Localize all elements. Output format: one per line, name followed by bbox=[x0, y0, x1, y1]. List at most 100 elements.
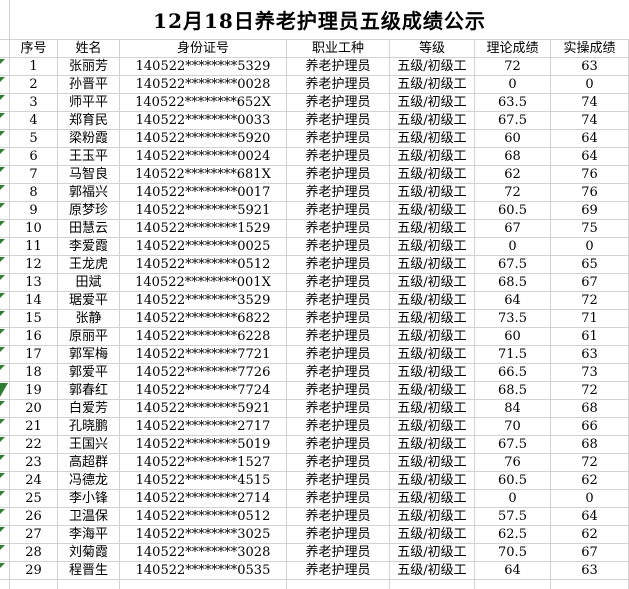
cell-practical-score[interactable]: 64 bbox=[551, 148, 629, 166]
cell-theory-score[interactable]: 62 bbox=[475, 166, 551, 184]
cell-index[interactable]: 28 bbox=[10, 544, 58, 562]
cell-name[interactable]: 王国兴 bbox=[58, 436, 120, 454]
cell-occupation[interactable]: 养老护理员 bbox=[287, 310, 390, 328]
row-marker-cell[interactable] bbox=[0, 238, 10, 256]
cell-theory-score[interactable]: 73.5 bbox=[475, 310, 551, 328]
cell-id-number[interactable]: 140522********652X bbox=[120, 94, 287, 112]
row-marker-cell[interactable] bbox=[0, 58, 10, 76]
cell-practical-score[interactable]: 0 bbox=[551, 490, 629, 508]
cell-id-number[interactable]: 140522********5329 bbox=[120, 58, 287, 76]
cell-index[interactable]: 1 bbox=[10, 58, 58, 76]
cell-id-number[interactable]: 140522********7726 bbox=[120, 364, 287, 382]
cell-name[interactable]: 孔晓鹏 bbox=[58, 418, 120, 436]
cell-name[interactable]: 白爱芳 bbox=[58, 400, 120, 418]
cell-name[interactable]: 郭爱平 bbox=[58, 364, 120, 382]
cell-name[interactable]: 田斌 bbox=[58, 274, 120, 292]
cell-practical-score[interactable]: 63 bbox=[551, 346, 629, 364]
cell-occupation[interactable]: 养老护理员 bbox=[287, 562, 390, 580]
cell-theory-score[interactable]: 60 bbox=[475, 328, 551, 346]
cell-theory-score[interactable]: 60.5 bbox=[475, 472, 551, 490]
cell-id-number[interactable]: 140522********1529 bbox=[120, 220, 287, 238]
cell-index[interactable]: 23 bbox=[10, 454, 58, 472]
row-marker-cell[interactable] bbox=[0, 220, 10, 238]
cell-name[interactable]: 张丽芳 bbox=[58, 58, 120, 76]
cell-id-number[interactable]: 140522********5921 bbox=[120, 400, 287, 418]
cell-level[interactable]: 五级/初级工 bbox=[390, 364, 475, 382]
cell-level[interactable]: 五级/初级工 bbox=[390, 94, 475, 112]
cell-theory-score[interactable]: 68.5 bbox=[475, 274, 551, 292]
cell-name[interactable]: 郭福兴 bbox=[58, 184, 120, 202]
cell-id-number[interactable]: 140522********3025 bbox=[120, 526, 287, 544]
cell-occupation[interactable]: 养老护理员 bbox=[287, 130, 390, 148]
row-marker-cell[interactable] bbox=[0, 418, 10, 436]
col-header-occupation[interactable]: 职业工种 bbox=[287, 40, 390, 58]
cell-index[interactable]: 15 bbox=[10, 310, 58, 328]
cell-occupation[interactable]: 养老护理员 bbox=[287, 490, 390, 508]
cell-level[interactable]: 五级/初级工 bbox=[390, 544, 475, 562]
cell-theory-score[interactable]: 64 bbox=[475, 292, 551, 310]
row-marker-cell[interactable] bbox=[0, 256, 10, 274]
cell-theory-score[interactable]: 60 bbox=[475, 130, 551, 148]
cell-level[interactable]: 五级/初级工 bbox=[390, 256, 475, 274]
cell-occupation[interactable]: 养老护理员 bbox=[287, 76, 390, 94]
cell-occupation[interactable]: 养老护理员 bbox=[287, 256, 390, 274]
cell-name[interactable]: 马智良 bbox=[58, 166, 120, 184]
cell-name[interactable]: 冯德龙 bbox=[58, 472, 120, 490]
cell-name[interactable]: 刘菊霞 bbox=[58, 544, 120, 562]
cell-id-number[interactable]: 140522********7724 bbox=[120, 382, 287, 400]
cell-occupation[interactable]: 养老护理员 bbox=[287, 400, 390, 418]
cell-level[interactable]: 五级/初级工 bbox=[390, 202, 475, 220]
row-marker-cell[interactable] bbox=[0, 436, 10, 454]
cell-level[interactable]: 五级/初级工 bbox=[390, 274, 475, 292]
cell-index[interactable]: 25 bbox=[10, 490, 58, 508]
cell-id-number[interactable]: 140522********2717 bbox=[120, 418, 287, 436]
cell-level[interactable]: 五级/初级工 bbox=[390, 76, 475, 94]
cell-practical-score[interactable]: 76 bbox=[551, 184, 629, 202]
cell-practical-score[interactable]: 67 bbox=[551, 544, 629, 562]
cell-id-number[interactable]: 140522********0025 bbox=[120, 238, 287, 256]
cell-id-number[interactable]: 140522********001X bbox=[120, 274, 287, 292]
cell-theory-score[interactable]: 63.5 bbox=[475, 94, 551, 112]
cell-index[interactable]: 7 bbox=[10, 166, 58, 184]
col-header-theory-score[interactable]: 理论成绩 bbox=[475, 40, 551, 58]
row-marker-cell[interactable] bbox=[0, 526, 10, 544]
cell-name[interactable]: 郭春红 bbox=[58, 382, 120, 400]
cell-id-number[interactable]: 140522********6822 bbox=[120, 310, 287, 328]
cell-theory-score[interactable]: 70 bbox=[475, 418, 551, 436]
cell-level[interactable]: 五级/初级工 bbox=[390, 562, 475, 580]
cell-id-number[interactable]: 140522********681X bbox=[120, 166, 287, 184]
cell-theory-score[interactable]: 67.5 bbox=[475, 112, 551, 130]
cell-occupation[interactable]: 养老护理员 bbox=[287, 328, 390, 346]
row-marker-cell[interactable] bbox=[0, 346, 10, 364]
cell-practical-score[interactable]: 63 bbox=[551, 562, 629, 580]
row-marker-cell[interactable] bbox=[0, 562, 10, 580]
row-marker-cell[interactable] bbox=[0, 184, 10, 202]
cell-practical-score[interactable]: 76 bbox=[551, 166, 629, 184]
cell-occupation[interactable]: 养老护理员 bbox=[287, 508, 390, 526]
cell-theory-score[interactable]: 0 bbox=[475, 76, 551, 94]
cell-practical-score[interactable]: 74 bbox=[551, 94, 629, 112]
cell-practical-score[interactable]: 62 bbox=[551, 526, 629, 544]
row-marker-cell[interactable] bbox=[0, 400, 10, 418]
cell-practical-score[interactable]: 74 bbox=[551, 112, 629, 130]
cell-theory-score[interactable]: 68 bbox=[475, 148, 551, 166]
cell-name[interactable]: 梁粉霞 bbox=[58, 130, 120, 148]
cell-occupation[interactable]: 养老护理员 bbox=[287, 202, 390, 220]
cell-theory-score[interactable]: 57.5 bbox=[475, 508, 551, 526]
row-marker-cell[interactable] bbox=[0, 544, 10, 562]
cell-occupation[interactable]: 养老护理员 bbox=[287, 58, 390, 76]
cell-practical-score[interactable]: 72 bbox=[551, 382, 629, 400]
cell-index[interactable]: 17 bbox=[10, 346, 58, 364]
cell-occupation[interactable]: 养老护理员 bbox=[287, 148, 390, 166]
cell-practical-score[interactable]: 72 bbox=[551, 454, 629, 472]
row-marker-cell[interactable] bbox=[0, 130, 10, 148]
cell-occupation[interactable]: 养老护理员 bbox=[287, 454, 390, 472]
row-marker-cell[interactable] bbox=[0, 508, 10, 526]
cell-level[interactable]: 五级/初级工 bbox=[390, 220, 475, 238]
cell-name[interactable]: 孙晋平 bbox=[58, 76, 120, 94]
cell-name[interactable]: 郭军梅 bbox=[58, 346, 120, 364]
cell-level[interactable]: 五级/初级工 bbox=[390, 382, 475, 400]
cell-index[interactable]: 22 bbox=[10, 436, 58, 454]
cell-theory-score[interactable]: 60.5 bbox=[475, 202, 551, 220]
cell-level[interactable]: 五级/初级工 bbox=[390, 346, 475, 364]
